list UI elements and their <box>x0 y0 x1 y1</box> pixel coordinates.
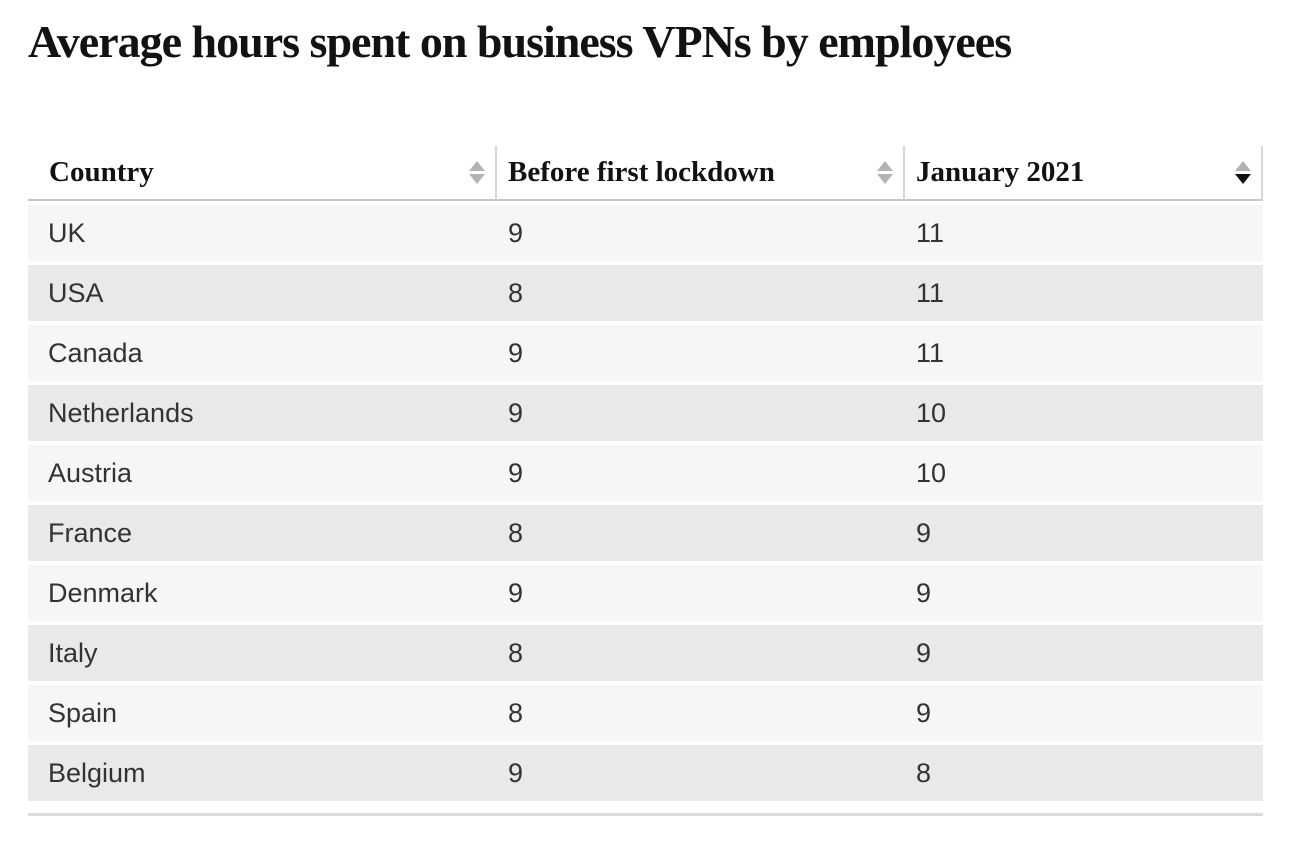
cell-jan2021: 9 <box>905 501 1263 562</box>
cell-before: 9 <box>497 381 905 442</box>
sort-up-arrow-icon <box>877 161 893 172</box>
column-header-label: Before first lockdown <box>508 156 775 189</box>
table-row: USA 8 11 <box>28 261 1263 322</box>
table-row: Belgium 9 8 <box>28 741 1263 802</box>
sort-icon-before-first-lockdown <box>877 161 893 185</box>
cell-before: 8 <box>497 261 905 322</box>
cell-jan2021: 8 <box>905 741 1263 802</box>
cell-jan2021: 9 <box>905 681 1263 742</box>
table-row: Italy 8 9 <box>28 621 1263 682</box>
cell-country: Denmark <box>28 561 497 622</box>
cell-before: 8 <box>497 621 905 682</box>
cell-before: 9 <box>497 741 905 802</box>
cell-country: France <box>28 501 497 562</box>
cell-jan2021: 10 <box>905 381 1263 442</box>
table-row: UK 9 11 <box>28 201 1263 262</box>
column-header-january-2021[interactable]: January 2021 <box>905 146 1263 202</box>
cell-country: UK <box>28 201 497 262</box>
cell-country: Austria <box>28 441 497 502</box>
cell-before: 8 <box>497 501 905 562</box>
cell-country: Canada <box>28 321 497 382</box>
cell-jan2021: 11 <box>905 201 1263 262</box>
cell-country: Italy <box>28 621 497 682</box>
page: Average hours spent on business VPNs by … <box>28 16 1263 817</box>
cell-jan2021: 10 <box>905 441 1263 502</box>
cell-country: Belgium <box>28 741 497 802</box>
column-header-label: Country <box>49 156 154 189</box>
cell-country: USA <box>28 261 497 322</box>
cell-country: Spain <box>28 681 497 742</box>
vpn-hours-table: Country Before first lockdown <box>28 146 1263 802</box>
column-header-label: January 2021 <box>916 156 1085 189</box>
sort-down-arrow-icon <box>469 174 485 185</box>
table-row: Netherlands 9 10 <box>28 381 1263 442</box>
table-row: Denmark 9 9 <box>28 561 1263 622</box>
bottom-divider <box>28 813 1263 817</box>
page-title: Average hours spent on business VPNs by … <box>28 16 1012 67</box>
cell-country: Netherlands <box>28 381 497 442</box>
table-row: France 8 9 <box>28 501 1263 562</box>
table-body: UK 9 11 USA 8 11 Canada 9 11 Netherlands… <box>28 201 1263 802</box>
sort-icon-january-2021 <box>1235 161 1251 185</box>
header-row: Country Before first lockdown <box>28 146 1263 202</box>
sort-up-arrow-icon <box>1235 161 1251 172</box>
column-header-country[interactable]: Country <box>28 146 497 202</box>
sort-up-arrow-icon <box>469 161 485 172</box>
column-header-before-first-lockdown[interactable]: Before first lockdown <box>497 146 905 202</box>
sort-icon-country <box>469 161 485 185</box>
cell-before: 9 <box>497 321 905 382</box>
table-row: Austria 9 10 <box>28 441 1263 502</box>
cell-before: 9 <box>497 441 905 502</box>
table-row: Spain 8 9 <box>28 681 1263 742</box>
cell-jan2021: 11 <box>905 321 1263 382</box>
cell-jan2021: 9 <box>905 621 1263 682</box>
sort-down-arrow-icon <box>877 174 893 185</box>
sort-down-arrow-icon-active <box>1235 174 1251 185</box>
cell-before: 9 <box>497 561 905 622</box>
table-header: Country Before first lockdown <box>28 146 1263 202</box>
table-row: Canada 9 11 <box>28 321 1263 382</box>
cell-before: 9 <box>497 201 905 262</box>
cell-jan2021: 11 <box>905 261 1263 322</box>
cell-jan2021: 9 <box>905 561 1263 622</box>
cell-before: 8 <box>497 681 905 742</box>
